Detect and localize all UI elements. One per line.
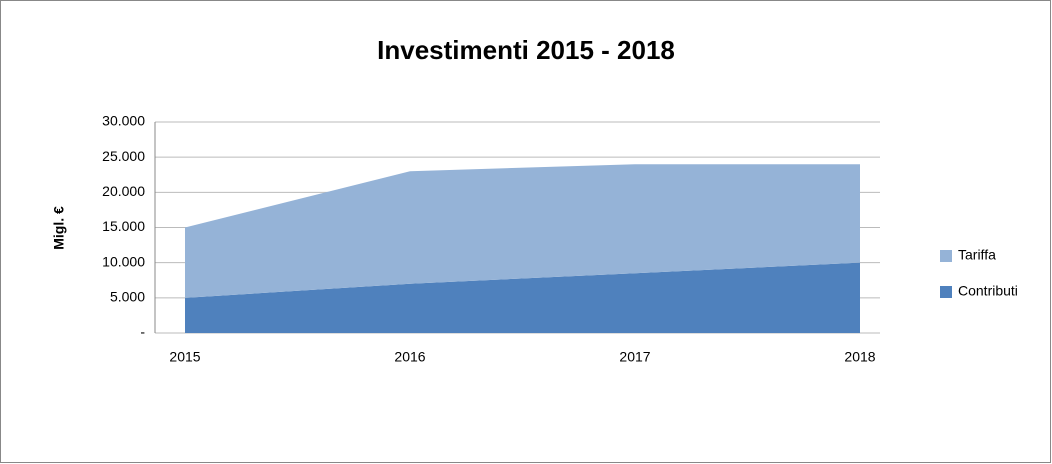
y-tick-label: -: [140, 324, 145, 340]
area: [185, 164, 860, 298]
legend-swatch: [940, 286, 952, 298]
y-tick-label: 10.000: [102, 253, 145, 269]
chart-title: Investimenti 2015 - 2018: [377, 35, 675, 65]
y-tick-label: 5.000: [110, 289, 145, 305]
legend-swatch: [940, 250, 952, 262]
y-axis-title: Migl. €: [51, 206, 67, 250]
area: [185, 262, 860, 333]
y-tick-label: 15.000: [102, 218, 145, 234]
legend-label: Tariffa: [958, 247, 996, 263]
x-tick-label: 2018: [844, 349, 875, 365]
y-tick-label: 20.000: [102, 183, 145, 199]
x-tick-label: 2015: [169, 349, 200, 365]
x-tick-label: 2016: [394, 349, 425, 365]
y-tick-label: 25.000: [102, 148, 145, 164]
legend-label: Contributi: [958, 283, 1018, 299]
x-tick-label: 2017: [619, 349, 650, 365]
y-tick-label: 30.000: [102, 113, 145, 129]
